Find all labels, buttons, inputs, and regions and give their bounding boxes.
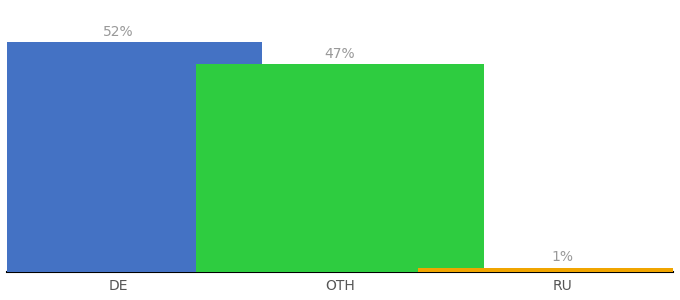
Bar: [418, 268, 680, 272]
Bar: [196, 64, 484, 272]
Bar: [0, 42, 262, 272]
Text: 1%: 1%: [551, 250, 573, 264]
Text: 52%: 52%: [103, 25, 133, 39]
Text: 47%: 47%: [324, 47, 356, 61]
